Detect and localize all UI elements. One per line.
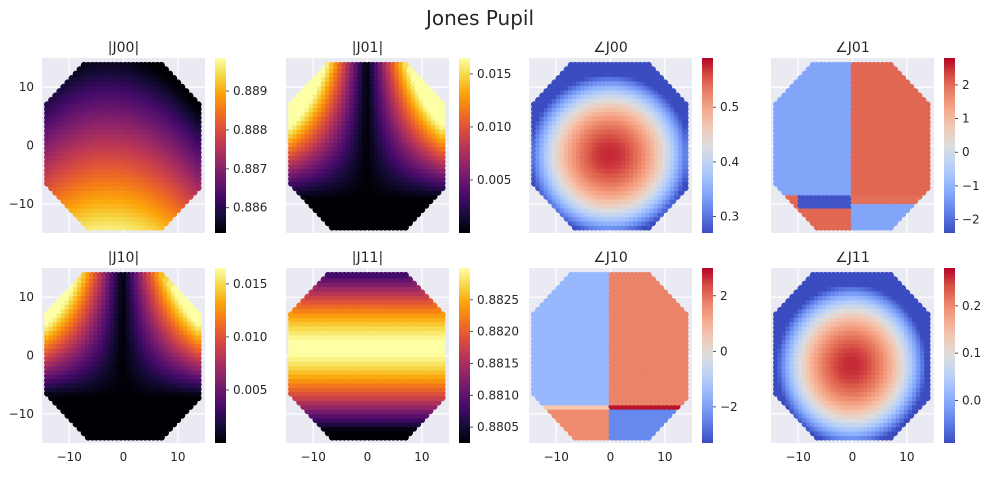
data-point [645,62,652,69]
y-tick-label: −10 [9,197,34,211]
subplot-title: |J01| [352,40,383,56]
pupil-scatter [288,62,446,231]
colorbar-tick-label: 0.5 [720,100,739,114]
colorbar-tick-label: 0.3 [720,210,739,224]
subplot-title: ∠J00 [593,40,628,56]
colorbar [702,58,713,233]
colorbar-tick-label: 0.889 [233,84,267,98]
colorbar-tick-label: 0.888 [233,123,267,137]
colorbar-tick-label: 0.887 [233,162,267,176]
data-point [402,62,409,69]
subplot-3: ∠J00 0.3 0.4 0.5 [529,40,739,233]
y-tick-label: 10 [19,80,34,94]
data-point [158,62,165,69]
colorbar-tick-label: 0.015 [477,67,511,81]
subplot-2: |J01| 0.005 0.010 0.015 [286,40,511,233]
figure-title: Jones Pupil [424,6,534,30]
pupil-scatter [773,62,931,231]
subplot-1: |J00| −10 0 10 0.886 0.887 0.888 0.889 [9,40,268,233]
pupil-scatter [44,62,202,231]
colorbar-tick-label: 0.005 [477,173,511,187]
colorbar [215,58,226,233]
pupil-scatter [531,62,689,231]
colorbar [459,58,470,233]
colorbar-tick-label: 0.010 [477,120,511,134]
subplot-title: |J00| [108,40,139,56]
colorbar-tick-label: 0.886 [233,201,267,215]
y-tick-label: 0 [26,139,34,153]
colorbar-tick-label: 0.4 [720,155,739,169]
